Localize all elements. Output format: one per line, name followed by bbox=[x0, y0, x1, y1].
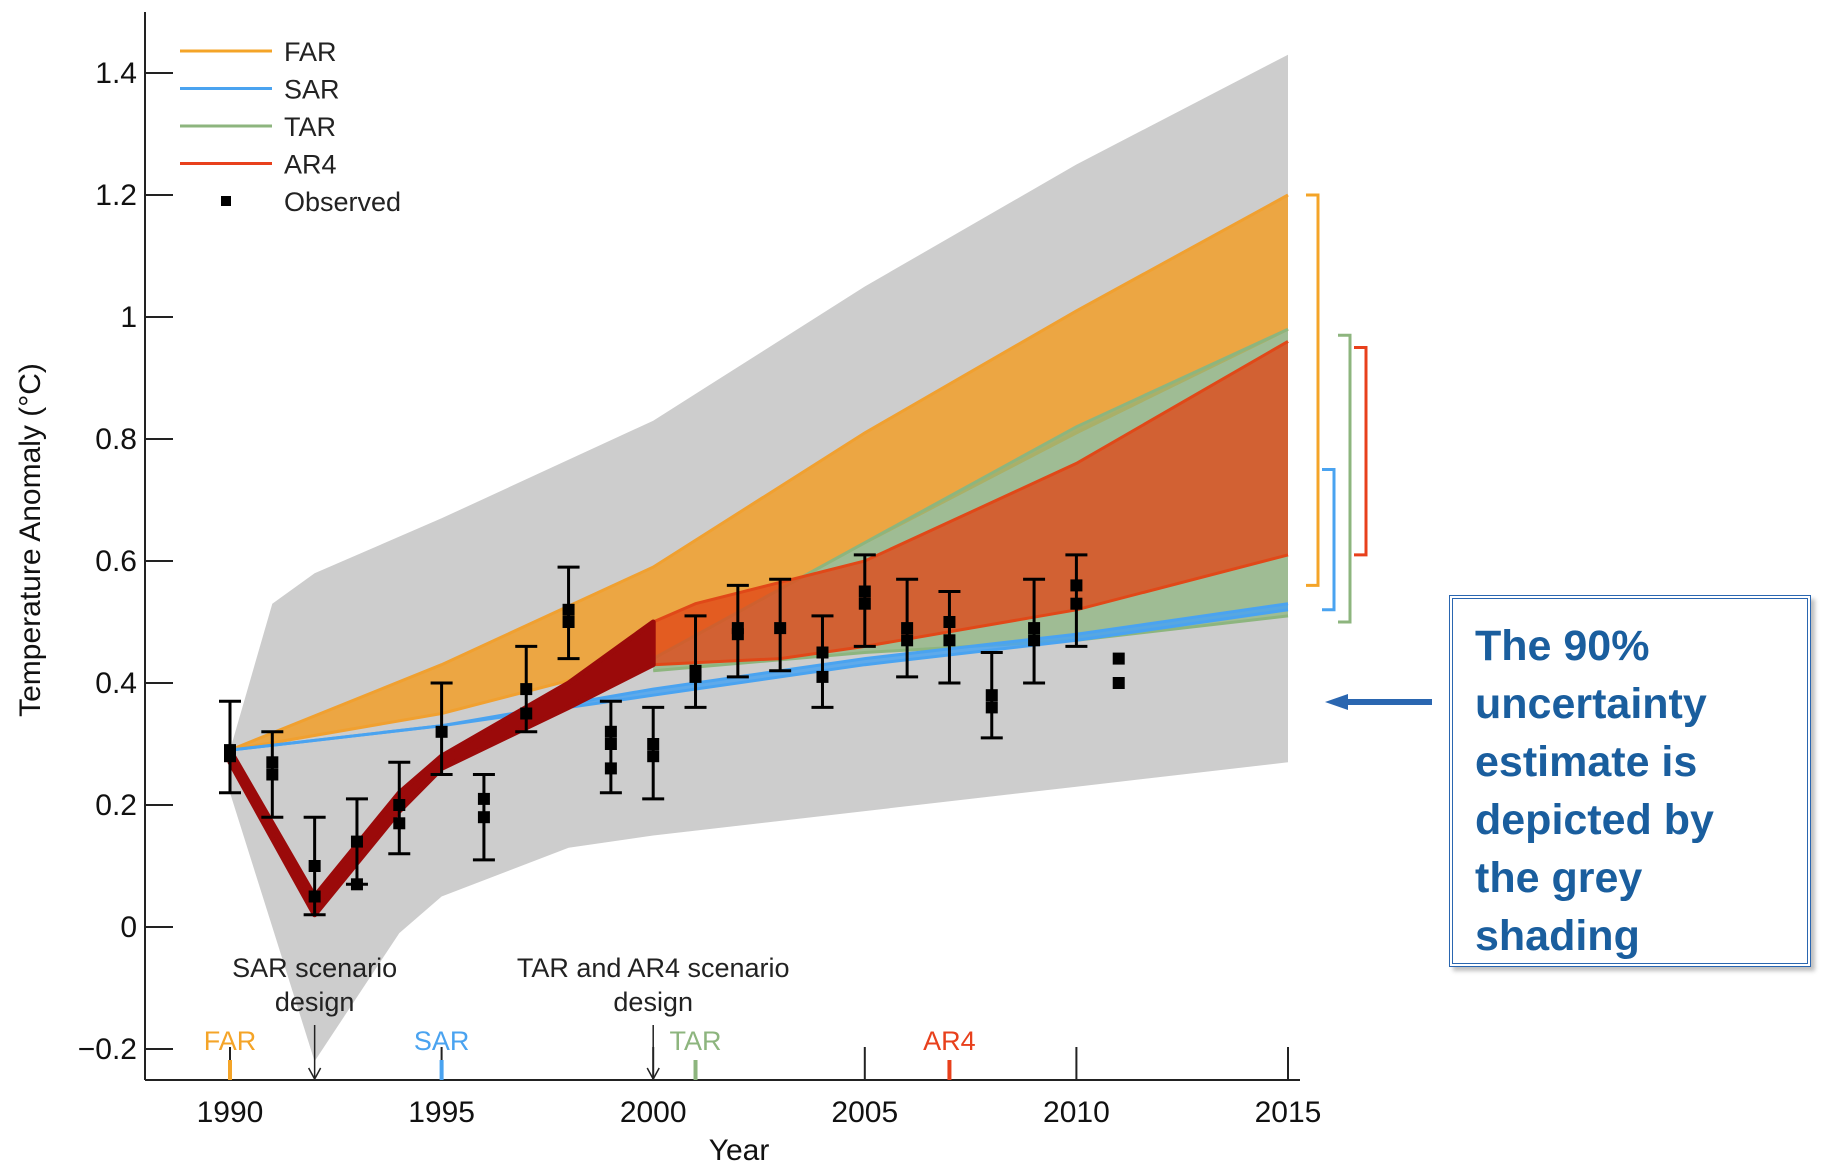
observed-point bbox=[774, 622, 787, 635]
range-bracket-ar4 bbox=[1354, 346, 1368, 557]
x-tick-label: 1990 bbox=[197, 1096, 264, 1129]
scenario-arrow-head bbox=[307, 1067, 322, 1081]
report-marker-label: SAR bbox=[414, 1026, 470, 1056]
observed-point bbox=[1028, 634, 1041, 647]
y-tick-label: 0.4 bbox=[95, 667, 137, 700]
observed-point bbox=[1028, 622, 1041, 635]
scenario-annotation-line: design bbox=[275, 987, 355, 1017]
y-tick-label: 0.6 bbox=[95, 545, 137, 578]
report-marker-label: AR4 bbox=[923, 1026, 976, 1056]
observed-point bbox=[477, 811, 490, 824]
observed-point bbox=[647, 750, 660, 763]
range-bracket-far bbox=[1306, 193, 1320, 587]
scenario-annotation-line: TAR and AR4 scenario bbox=[517, 953, 790, 983]
observed-point bbox=[647, 738, 660, 750]
observed-point bbox=[1070, 579, 1083, 592]
legend-label: FAR bbox=[284, 37, 337, 67]
observed-point bbox=[308, 890, 321, 903]
scenario-annotation-line: design bbox=[613, 987, 693, 1017]
y-axis-title: Temperature Anomaly (°C) bbox=[14, 363, 47, 717]
x-tick-label: 1995 bbox=[408, 1096, 475, 1129]
range-far-upper-edge bbox=[229, 193, 1289, 752]
note-line: the grey bbox=[1475, 854, 1643, 902]
legend-label: TAR bbox=[284, 112, 336, 142]
note-line: uncertainty bbox=[1475, 680, 1707, 728]
observed-point bbox=[858, 585, 871, 598]
observed-point bbox=[266, 756, 279, 769]
observed-point bbox=[393, 799, 406, 811]
observed-point bbox=[562, 603, 575, 616]
note-arrow-head bbox=[1325, 694, 1348, 710]
range-bracket-sar bbox=[1322, 468, 1336, 612]
observed-point bbox=[816, 646, 829, 659]
y-tick-label: 0 bbox=[120, 911, 137, 944]
report-marker-label: TAR bbox=[670, 1026, 722, 1056]
x-tick-label: 2010 bbox=[1043, 1096, 1110, 1129]
chart-legend: FAR SAR TAR AR4 Observed bbox=[180, 37, 401, 217]
observed-point bbox=[858, 597, 871, 610]
observed-point bbox=[308, 860, 321, 872]
observed-point bbox=[435, 725, 448, 738]
report-marker-label: FAR bbox=[204, 1026, 257, 1056]
chart-annotations: FAR SAR TAR AR4 SAR scenario design TAR and AR… bbox=[204, 193, 1432, 1081]
scenario-arrow-head bbox=[646, 1067, 660, 1081]
observed-point bbox=[731, 628, 744, 641]
observed-point bbox=[985, 689, 998, 702]
observed-point bbox=[604, 725, 617, 738]
observed-point bbox=[520, 683, 533, 696]
observed-point bbox=[393, 817, 406, 830]
note-line: estimate is bbox=[1475, 738, 1698, 786]
legend-label: Observed bbox=[284, 187, 401, 217]
observed-point bbox=[477, 792, 490, 805]
scenario-annotation-line: SAR scenario bbox=[232, 953, 397, 983]
range-bracket-tar bbox=[1338, 333, 1352, 624]
legend-label: SAR bbox=[284, 75, 340, 105]
x-tick-label: 2005 bbox=[831, 1096, 898, 1129]
observed-point bbox=[943, 616, 956, 628]
note-line: shading bbox=[1475, 912, 1640, 960]
chart-axes: −0.2 0 0.2 0.4 0.6 0.8 1 1.2 1.4 1990 1995 2000 2005… bbox=[14, 12, 1321, 1167]
observed-point bbox=[943, 634, 956, 647]
legend-label: AR4 bbox=[284, 150, 337, 180]
observed-point bbox=[1112, 677, 1125, 689]
y-tick-label: −0.2 bbox=[78, 1033, 137, 1066]
observed-point bbox=[266, 768, 279, 781]
y-tick-label: 0.2 bbox=[95, 789, 137, 822]
observed-point bbox=[520, 707, 533, 720]
range-sar-lower-edge bbox=[229, 608, 1289, 752]
observed-point bbox=[350, 835, 363, 848]
note-line: depicted by bbox=[1475, 796, 1714, 844]
observed-point bbox=[689, 670, 702, 683]
observed-point bbox=[901, 634, 914, 647]
observed-point bbox=[816, 670, 829, 683]
observed-series bbox=[219, 553, 1125, 917]
observed-point bbox=[604, 738, 617, 750]
observed-point bbox=[1070, 597, 1083, 610]
range-ar4 bbox=[653, 341, 1288, 665]
range-sar bbox=[230, 603, 1288, 751]
observed-point bbox=[562, 616, 575, 628]
y-tick-label: 1.2 bbox=[95, 179, 137, 212]
y-tick-label: 1 bbox=[120, 301, 137, 334]
uncertainty-note-box: The 90% uncertainty estimate is depicted… bbox=[1449, 595, 1811, 967]
y-tick-label: 0.8 bbox=[95, 423, 137, 456]
x-axis-title: Year bbox=[709, 1134, 770, 1167]
x-tick-label: 2015 bbox=[1255, 1096, 1322, 1129]
x-tick-label: 2000 bbox=[620, 1096, 687, 1129]
uncertainty-note-text: The 90% uncertainty estimate is depicted… bbox=[1475, 617, 1787, 965]
legend-swatch-observed bbox=[221, 196, 231, 206]
observed-point bbox=[350, 878, 363, 891]
observed-point bbox=[901, 622, 914, 635]
observed-point bbox=[985, 701, 998, 714]
observed-point bbox=[604, 762, 617, 775]
observed-point bbox=[224, 750, 236, 763]
note-line: The 90% bbox=[1475, 622, 1650, 670]
y-tick-label: 1.4 bbox=[95, 57, 137, 90]
observed-point bbox=[1112, 652, 1125, 665]
